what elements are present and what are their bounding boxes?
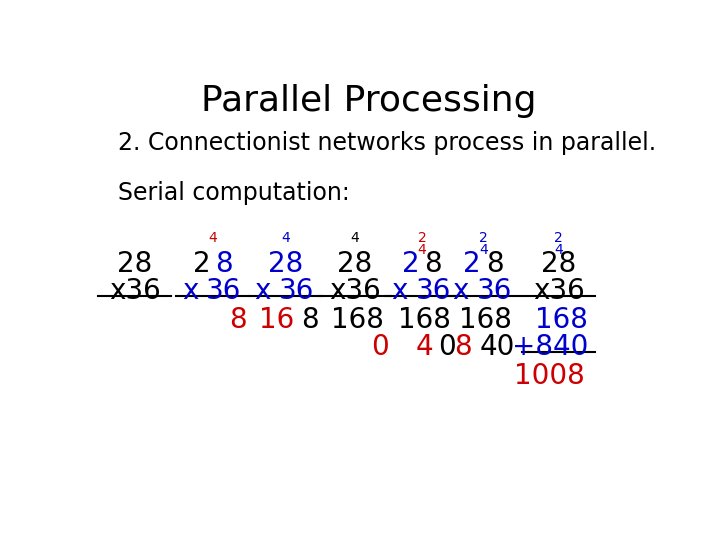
Text: Serial computation:: Serial computation: (118, 181, 350, 205)
Text: 8: 8 (486, 250, 503, 278)
Text: 28: 28 (268, 250, 303, 278)
Text: 36: 36 (477, 277, 513, 305)
Text: 168: 168 (398, 306, 451, 334)
Text: 28: 28 (117, 250, 152, 278)
Text: 2: 2 (554, 231, 563, 245)
Text: 168: 168 (331, 306, 384, 334)
Text: 8: 8 (425, 250, 442, 278)
Text: 4: 4 (554, 243, 563, 256)
Text: x: x (254, 277, 271, 305)
Text: 8: 8 (229, 306, 246, 334)
Text: 168: 168 (535, 306, 588, 334)
Text: 4: 4 (281, 231, 289, 245)
Text: 4: 4 (208, 231, 217, 245)
Text: 2: 2 (402, 250, 420, 278)
Text: 36: 36 (279, 277, 315, 305)
Text: x: x (182, 277, 198, 305)
Text: x36: x36 (533, 277, 585, 305)
Text: 28: 28 (541, 250, 576, 278)
Text: Parallel Processing: Parallel Processing (202, 84, 536, 118)
Text: x: x (453, 277, 469, 305)
Text: 40: 40 (480, 333, 515, 361)
Text: 36: 36 (415, 277, 451, 305)
Text: 16: 16 (258, 306, 294, 334)
Text: 2: 2 (479, 231, 487, 245)
Text: 2: 2 (193, 250, 210, 278)
Text: 8: 8 (215, 250, 233, 278)
Text: 4: 4 (351, 231, 359, 245)
Text: 4: 4 (479, 243, 487, 256)
Text: x36: x36 (329, 277, 381, 305)
Text: 36: 36 (207, 277, 242, 305)
Text: 8: 8 (454, 333, 472, 361)
Text: x36: x36 (109, 277, 161, 305)
Text: 2. Connectionist networks process in parallel.: 2. Connectionist networks process in par… (118, 131, 656, 156)
Text: 168: 168 (459, 306, 512, 334)
Text: 8: 8 (302, 306, 319, 334)
Text: +840: +840 (512, 333, 588, 361)
Text: 2: 2 (463, 250, 481, 278)
Text: x: x (391, 277, 408, 305)
Text: 28: 28 (338, 250, 373, 278)
Text: 4: 4 (415, 333, 433, 361)
Text: 4: 4 (418, 243, 426, 256)
Text: 0: 0 (438, 333, 456, 361)
Text: 0: 0 (371, 333, 389, 361)
Text: 2: 2 (418, 231, 426, 245)
Text: 1008: 1008 (514, 362, 585, 390)
